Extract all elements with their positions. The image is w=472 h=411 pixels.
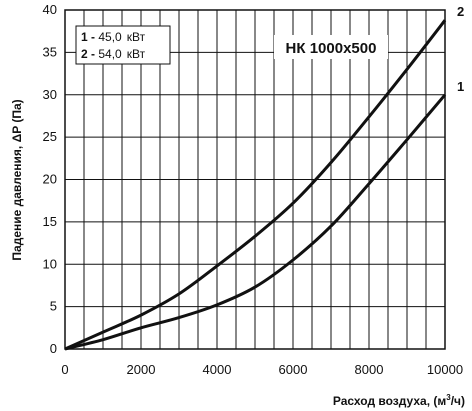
y-tick-label: 0 — [50, 341, 57, 356]
legend-entry-2-number: 2 — [81, 47, 88, 61]
y-axis-ticks: 0 5 10 15 20 25 30 35 40 — [43, 2, 57, 356]
y-tick-label: 15 — [43, 214, 57, 229]
series-line-1 — [64, 93, 447, 351]
x-axis-ticks: 0 2000 4000 6000 8000 10000 — [61, 362, 463, 377]
legend-entry-1-separator: - — [88, 30, 99, 44]
x-tick-label: 8000 — [355, 362, 384, 377]
y-tick-label: 35 — [43, 44, 57, 59]
y-tick-label: 30 — [43, 87, 57, 102]
x-tick-label: 2000 — [127, 362, 156, 377]
x-axis-label: Расход воздуха, (м3/ч) — [333, 393, 465, 408]
model-title-background — [274, 35, 388, 59]
y-tick-label: 5 — [50, 299, 57, 314]
legend: 1 - 45,0 кВт 2 - 54,0 кВт — [75, 25, 171, 65]
legend-entry-2: 2 - 54,0 кВт — [81, 47, 146, 61]
grid — [65, 10, 445, 349]
model-title: НК 1000x500 — [286, 40, 377, 57]
series-line-2 — [64, 19, 447, 351]
legend-entry-1: 1 - 45,0 кВт — [81, 30, 146, 44]
plot-frame — [64, 9, 446, 350]
series-labels: 12 — [457, 4, 464, 94]
legend-entry-2-value: 54,0 — [98, 47, 122, 61]
legend-box — [75, 25, 171, 65]
legend-entry-1-value: 45,0 — [98, 30, 122, 44]
legend-entry-1-unit: кВт — [127, 30, 146, 44]
x-tick-label: 0 — [61, 362, 68, 377]
y-tick-label: 40 — [43, 2, 57, 17]
y-tick-label: 25 — [43, 129, 57, 144]
y-tick-label: 10 — [43, 256, 57, 271]
legend-entry-2-separator: - — [88, 47, 99, 61]
series-group — [64, 19, 447, 351]
x-tick-label: 10000 — [427, 362, 463, 377]
x-tick-label: 6000 — [279, 362, 308, 377]
y-axis-label: Падение давления, ΔP (Па) — [10, 99, 24, 260]
legend-entry-2-unit: кВт — [127, 47, 146, 61]
series-label-2: 2 — [457, 4, 464, 19]
series-label-1: 1 — [457, 79, 464, 94]
y-tick-label: 20 — [43, 172, 57, 187]
legend-entry-1-number: 1 — [81, 30, 88, 44]
x-tick-label: 4000 — [203, 362, 232, 377]
